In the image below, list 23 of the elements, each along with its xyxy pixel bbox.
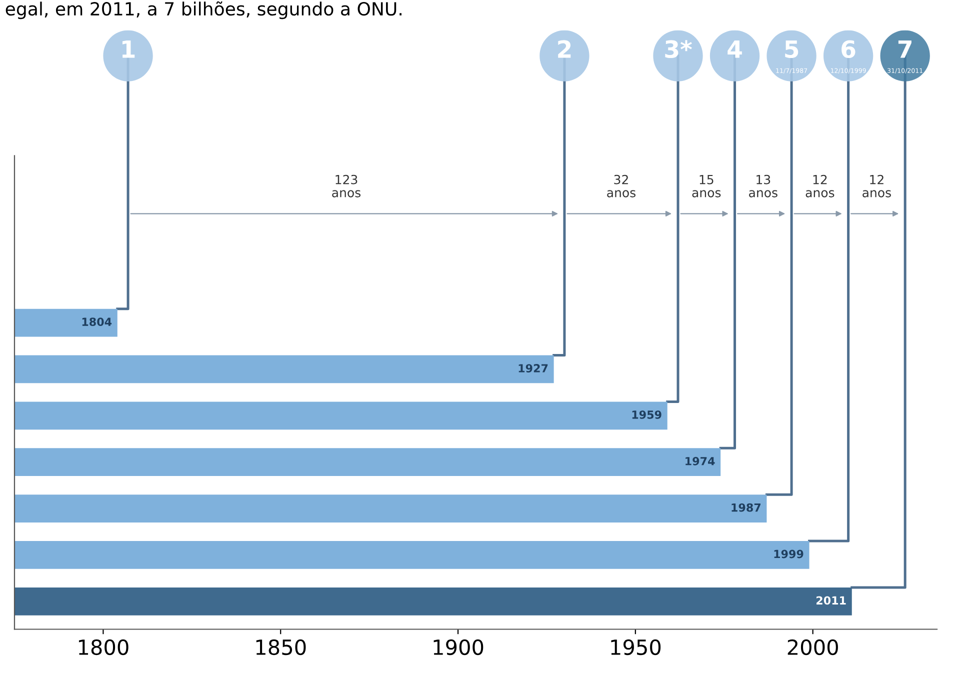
text: 32 anos xyxy=(607,174,636,198)
x-tick-label: 1850 xyxy=(256,639,306,656)
text: 1 xyxy=(122,40,135,58)
data-label: 1804 xyxy=(82,318,112,326)
chart-title: egal, em 2011, a 7 bilhões, segundo a ONU. xyxy=(6,1,402,20)
text: 12 anos xyxy=(862,174,891,198)
data-label: 1999 xyxy=(774,550,804,558)
text: 3* xyxy=(665,40,692,58)
data-label: 1974 xyxy=(686,456,715,466)
text: 2 xyxy=(558,40,571,58)
text: 12 anos xyxy=(806,174,834,198)
data-label: 1987 xyxy=(732,503,760,512)
text: 4 xyxy=(728,40,742,58)
data-label: 2011 xyxy=(816,596,846,605)
text: 123 anos xyxy=(332,174,361,198)
x-tick-label: 1900 xyxy=(434,639,484,656)
text: 13 anos xyxy=(749,174,778,198)
x-tick-label: 1800 xyxy=(78,639,128,656)
x-tick-label: 1950 xyxy=(611,639,661,656)
text: 15 anos xyxy=(692,175,721,198)
data-label: 1927 xyxy=(518,364,548,372)
data-label: 1959 xyxy=(632,410,662,419)
x-tick-label: 2000 xyxy=(788,639,838,656)
